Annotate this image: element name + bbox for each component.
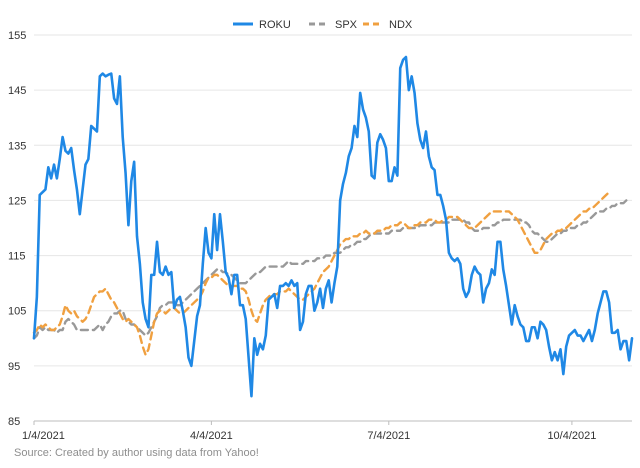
- source-note: Source: Created by author using data fro…: [14, 447, 259, 459]
- x-tick-label: 7/4/2021: [367, 430, 410, 442]
- y-tick-label: 85: [8, 416, 20, 428]
- y-tick-label: 115: [8, 251, 26, 263]
- series-lines: [32, 55, 634, 398]
- legend-label-ndx: NDX: [389, 19, 413, 31]
- gridlines: [34, 34, 632, 422]
- series-ndx-line: [32, 190, 611, 357]
- y-axis-ticks: 85 95 105 115 125 135 145 155: [8, 30, 26, 428]
- series-spx-line: [32, 199, 628, 340]
- series-roku-line: [32, 55, 634, 398]
- y-tick-label: 105: [8, 306, 26, 318]
- x-axis-ticks: 1/4/2021 4/4/2021 7/4/2021 10/4/2021: [22, 421, 596, 442]
- legend-label-roku: ROKU: [259, 19, 291, 31]
- y-tick-label: 155: [8, 30, 26, 42]
- legend-label-spx: SPX: [335, 19, 358, 31]
- y-tick-label: 145: [8, 85, 26, 97]
- y-tick-label: 135: [8, 140, 26, 152]
- y-tick-label: 95: [8, 361, 20, 373]
- x-tick-label: 1/4/2021: [22, 430, 65, 442]
- x-tick-label: 10/4/2021: [547, 430, 596, 442]
- legend: ROKU SPX NDX: [233, 19, 413, 31]
- y-tick-label: 125: [8, 195, 26, 207]
- x-tick-label: 4/4/2021: [190, 430, 233, 442]
